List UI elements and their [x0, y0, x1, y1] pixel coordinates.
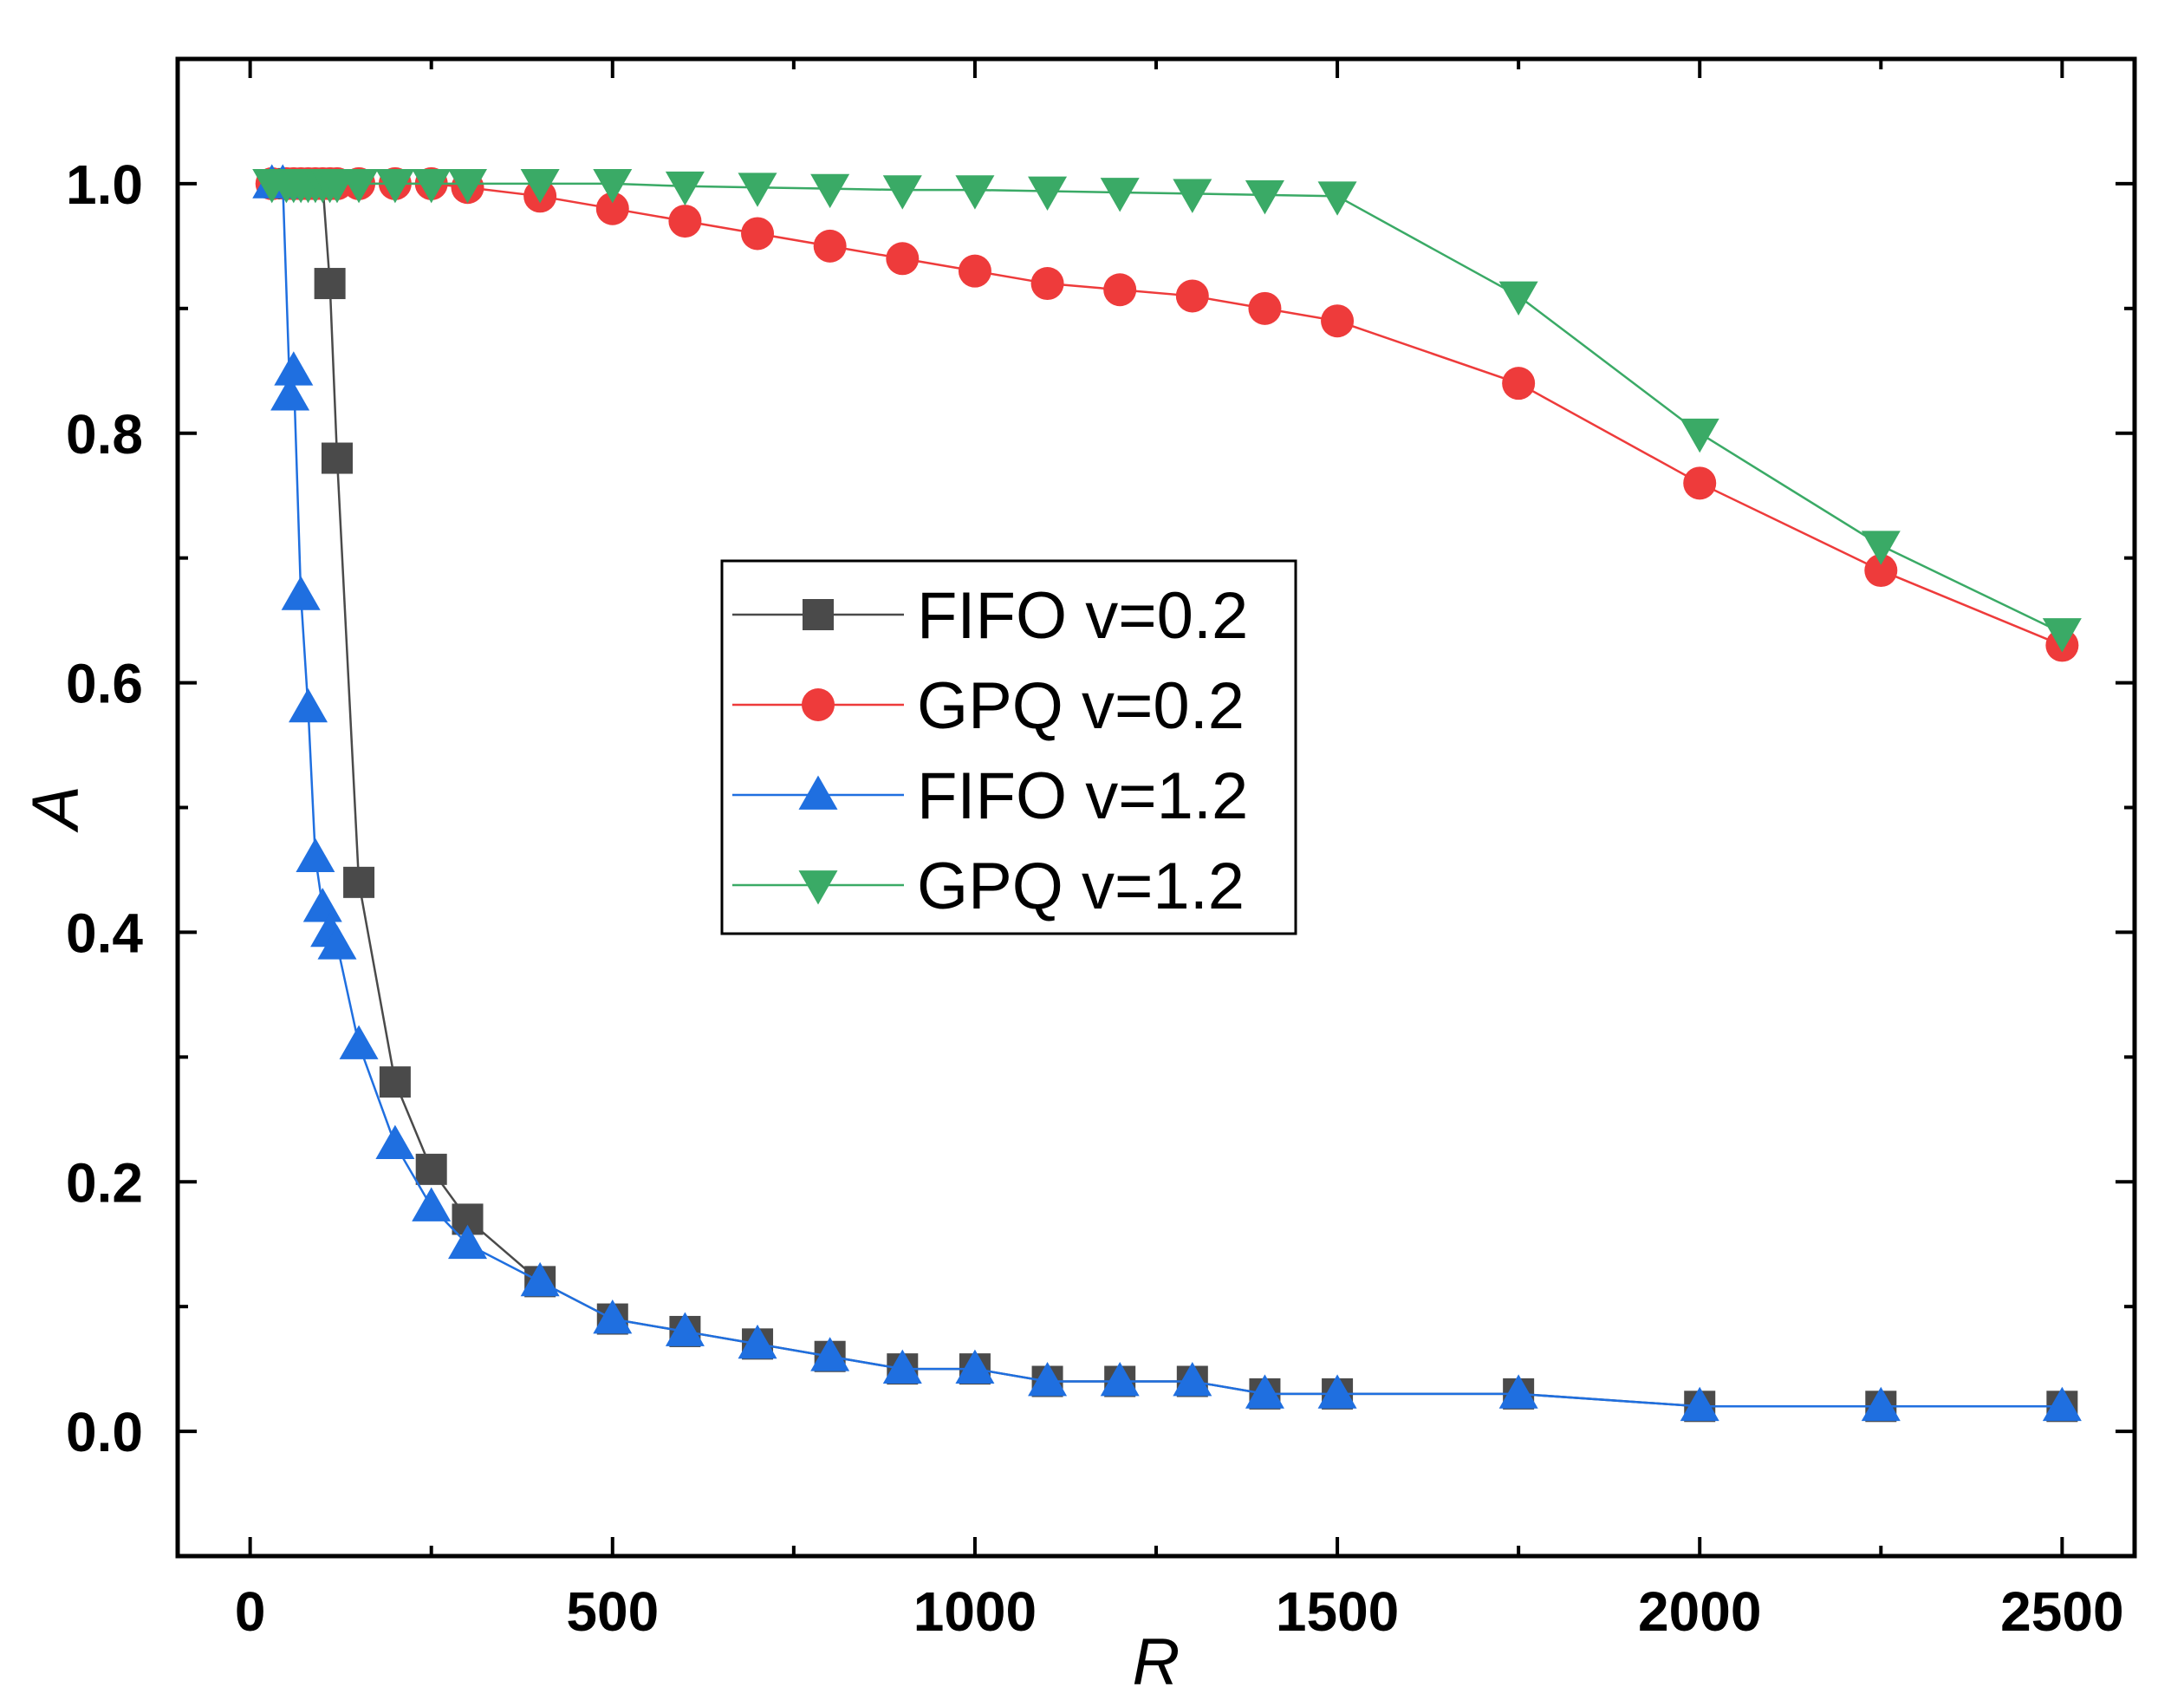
data-point [448, 169, 488, 204]
legend-label: GPQ v=1.2 [917, 850, 1245, 923]
data-point [595, 192, 629, 225]
y-axis-title: A [19, 785, 93, 833]
y-tick-label: 0.2 [66, 1151, 143, 1214]
data-point [1028, 1362, 1068, 1397]
data-point [343, 866, 375, 898]
data-point [448, 1224, 488, 1260]
data-point [810, 173, 850, 209]
legend: FIFO v=0.2 GPQ v=0.2 FIFO v=1.2 GPQ v=1.2 [720, 559, 1297, 935]
data-point [274, 351, 314, 386]
legend-marker [802, 688, 835, 721]
data-point [375, 1124, 415, 1159]
data-point [810, 1337, 850, 1371]
legend-marker [798, 870, 838, 905]
y-tick-label: 0.4 [66, 902, 143, 964]
series-line [271, 182, 2063, 1408]
y-tick-label: 0.0 [66, 1401, 143, 1463]
data-point [1100, 1362, 1140, 1397]
data-point [302, 888, 342, 922]
data-point [955, 175, 995, 210]
data-point [738, 173, 777, 207]
data-point [1100, 178, 1140, 212]
data-point [412, 1187, 452, 1221]
data-point [1245, 1374, 1284, 1409]
data-point [1680, 1386, 1719, 1422]
data-point [375, 169, 415, 204]
legend-label: FIFO v=0.2 [917, 579, 1248, 653]
data-point [1680, 418, 1719, 453]
y-tick-label: 0.6 [66, 653, 143, 715]
data-point [412, 169, 452, 204]
x-tick-label: 0 [235, 1580, 266, 1643]
data-point [668, 205, 702, 238]
data-point [1173, 1362, 1212, 1397]
data-point [339, 169, 379, 204]
data-point [593, 1299, 633, 1334]
data-point [665, 1312, 705, 1346]
data-point [1103, 273, 1137, 307]
data-point [1173, 179, 1212, 213]
data-point [955, 1349, 995, 1384]
data-point [2042, 618, 2082, 653]
data-point [1175, 279, 1209, 313]
data-point [296, 837, 335, 872]
x-tick-label: 1500 [1276, 1580, 1399, 1643]
data-point [520, 169, 560, 204]
data-point [1861, 1386, 1901, 1422]
legend-marker [798, 775, 838, 810]
legend-item: FIFO v=0.2 [732, 579, 1248, 653]
series-layer [252, 164, 2082, 1423]
data-point [813, 229, 847, 263]
data-point [379, 1066, 411, 1098]
data-point [886, 242, 920, 276]
y-tick-label: 1.0 [66, 153, 143, 216]
data-point [665, 171, 705, 206]
legend-label: FIFO v=1.2 [917, 759, 1248, 833]
data-point [2042, 1386, 2082, 1422]
data-point [1498, 1374, 1538, 1409]
legend-marker [803, 599, 834, 630]
axis-layer: 0 500 1000 1500 2000 2500 0.0 0.2 0.4 0.6 0.8 1.0 [66, 57, 2135, 1643]
data-point [1861, 531, 1901, 565]
x-tick-label: 500 [566, 1580, 659, 1643]
data-point [1498, 281, 1538, 316]
legend-item: GPQ v=1.2 [732, 850, 1245, 923]
x-tick-label: 2500 [2000, 1580, 2123, 1643]
data-point [593, 169, 633, 204]
data-point [1028, 176, 1068, 212]
legend-label: GPQ v=0.2 [917, 669, 1245, 743]
data-point [520, 1261, 560, 1297]
data-point [1321, 304, 1355, 338]
data-point [1864, 554, 1898, 588]
legend-item: FIFO v=1.2 [732, 759, 1248, 833]
x-tick-label: 2000 [1638, 1580, 1761, 1643]
data-point [1248, 291, 1282, 325]
data-point [281, 576, 321, 610]
x-tick-label: 1000 [913, 1580, 1037, 1643]
data-point [270, 376, 310, 411]
data-point [1317, 1374, 1357, 1409]
data-point [1317, 181, 1357, 216]
series-3 [252, 169, 2082, 653]
data-point [339, 1025, 379, 1059]
data-point [882, 175, 922, 210]
data-point [289, 687, 328, 723]
data-point [1502, 367, 1536, 401]
data-point [958, 254, 991, 288]
data-point [1245, 179, 1284, 215]
data-point [741, 217, 775, 251]
data-point [317, 925, 357, 960]
data-point [314, 268, 346, 300]
x-axis-title: R [1133, 1625, 1180, 1687]
data-point [1030, 267, 1064, 301]
data-point [1683, 466, 1717, 500]
y-tick-label: 0.8 [66, 403, 143, 466]
data-point [738, 1324, 777, 1359]
data-point [415, 1153, 447, 1185]
legend-item: GPQ v=0.2 [732, 669, 1245, 743]
data-point [321, 442, 353, 474]
data-point [882, 1349, 922, 1384]
